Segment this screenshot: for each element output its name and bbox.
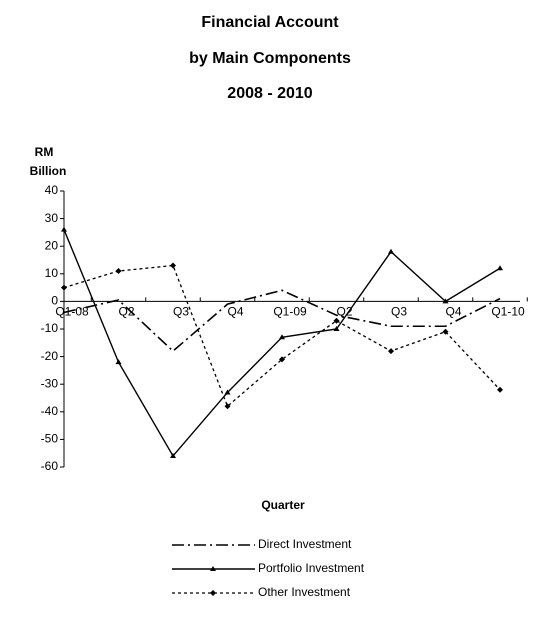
marker [442,328,449,335]
marker [497,265,503,271]
chart-title: 2008 - 2010 [227,85,313,102]
marker [61,284,67,291]
marker [333,326,340,331]
marker [224,389,231,395]
marker [279,356,285,363]
series-line [63,289,501,353]
y-tick-label: 20 [45,238,59,252]
y-tick-label: -20 [41,349,59,363]
marker [279,334,285,340]
y-axis-label: Billion [30,164,67,178]
x-axis-label: Quarter [261,498,305,512]
x-tick-label: Q3 [391,305,407,319]
x-tick-label: Q4 [227,305,243,319]
marker [210,590,216,596]
legend-label: Other Investment [258,585,351,599]
x-tick-label: Q1-08 [55,305,89,319]
x-tick-label: Q1-10 [491,305,525,319]
y-tick-label: 30 [45,211,59,225]
y-tick-label: -50 [41,432,59,446]
chart-title: Financial Account [201,14,339,31]
marker [333,317,340,324]
marker [170,262,176,269]
marker [224,403,231,410]
y-tick-label: -30 [41,376,59,390]
marker [388,348,394,355]
marker [115,268,122,275]
y-axis-label: RM [35,145,54,159]
legend-label: Direct Investment [258,537,352,551]
chart-title: by Main Components [189,50,351,67]
marker [61,226,67,232]
marker [210,566,216,571]
marker [115,359,122,365]
marker [388,248,394,254]
y-tick-label: 10 [45,266,59,280]
series-line [63,229,501,458]
y-tick-label: 40 [45,183,59,197]
legend-label: Portfolio Investment [258,561,365,575]
y-tick-label: -10 [41,321,59,335]
marker [442,298,449,304]
x-tick-label: Q1-09 [273,305,307,319]
marker [170,452,176,458]
y-tick-label: -60 [41,459,59,473]
x-tick-label: Q2 [118,305,134,319]
marker [497,386,503,393]
y-tick-label: 0 [51,294,58,308]
x-tick-label: Q2 [336,305,352,319]
y-tick-label: -40 [41,404,59,418]
x-tick-label: Q4 [445,305,461,319]
x-tick-label: Q3 [173,305,189,319]
